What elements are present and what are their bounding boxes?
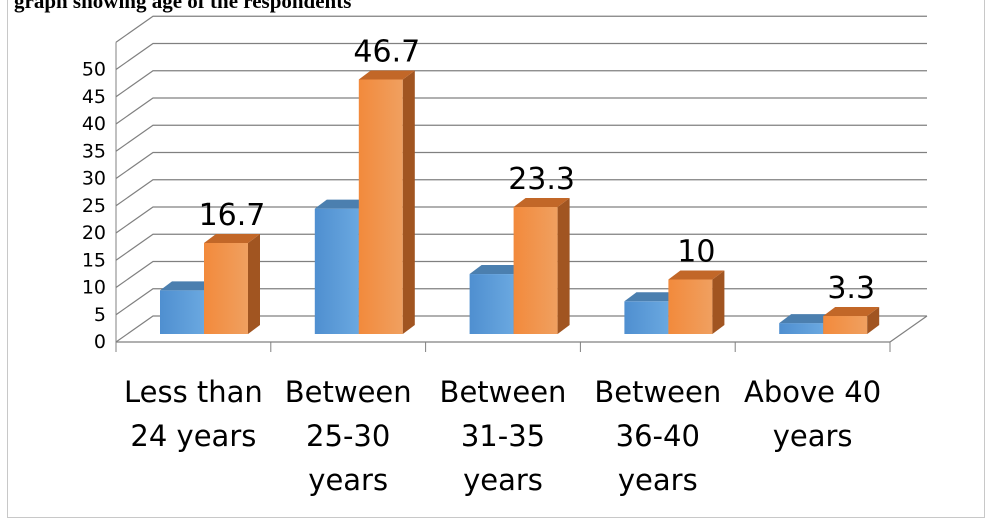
y-tick-label: 25	[82, 195, 106, 217]
figure-caption: graph showing age of the respondents	[14, 0, 352, 13]
x-category-label: 25-30	[306, 419, 390, 453]
bar-series-b	[513, 207, 558, 334]
gridline	[115, 42, 927, 70]
x-category-label: 31-35	[461, 419, 545, 453]
bar-side	[248, 233, 260, 334]
bar-side	[557, 198, 570, 334]
gridline	[115, 124, 927, 152]
bar-top	[314, 199, 371, 209]
bar-series-b	[823, 316, 868, 334]
bar-top	[823, 307, 880, 317]
y-tick-label: 50	[82, 59, 106, 81]
y-tick-label: 40	[82, 113, 106, 135]
x-category-label: years	[618, 463, 698, 497]
bar-top	[779, 314, 836, 324]
gridline	[115, 97, 927, 125]
bar-side	[712, 270, 725, 334]
y-tick-label: 15	[82, 249, 106, 271]
x-category-label: Between	[440, 375, 567, 409]
data-label: 3.3	[827, 271, 875, 306]
bar-series-a	[160, 290, 204, 334]
x-category-label: Between	[594, 375, 721, 409]
bar-series-a	[779, 323, 824, 334]
gridline	[115, 70, 927, 98]
x-category-label: years	[773, 419, 853, 453]
bar-series-a	[624, 301, 669, 334]
bar-top	[204, 233, 260, 243]
bar-series-b	[668, 279, 713, 334]
floor-edge	[889, 315, 928, 343]
bar-series-b	[358, 79, 403, 334]
bar-top	[358, 70, 415, 80]
y-tick-label: 45	[82, 86, 106, 108]
gridline	[115, 15, 927, 43]
bar-top	[513, 198, 570, 208]
y-tick-label: 0	[94, 331, 106, 353]
bar-side	[867, 307, 880, 334]
y-tick-label: 30	[82, 168, 106, 190]
bar-top	[624, 292, 681, 302]
x-category-label: years	[463, 463, 543, 497]
bar-series-a	[469, 274, 514, 334]
data-label: 46.7	[353, 34, 420, 69]
chart-frame	[7, 0, 985, 518]
bar-top	[668, 270, 725, 280]
x-category-label: Between	[285, 375, 412, 409]
y-tick-label: 5	[94, 304, 106, 326]
gridline	[115, 206, 927, 234]
bar-top	[160, 281, 216, 291]
gridline	[115, 260, 927, 288]
data-label: 16.7	[199, 198, 266, 233]
data-label: 23.3	[508, 162, 575, 197]
bar-side	[402, 70, 415, 335]
gridline	[115, 151, 927, 179]
x-category-label: 24 years	[130, 419, 256, 453]
x-category-label: years	[308, 463, 388, 497]
bar-top	[469, 265, 526, 275]
x-category-label: Above 40	[744, 375, 881, 409]
y-tick-label: 10	[82, 277, 106, 299]
gridline	[115, 179, 927, 207]
gridline	[115, 233, 927, 261]
y-tick-label: 35	[82, 140, 106, 162]
x-category-label: 36-40	[616, 419, 700, 453]
bar-series-b	[204, 242, 248, 334]
x-category-label: Less than	[124, 375, 263, 409]
data-label: 10	[677, 235, 715, 270]
y-tick-label: 20	[82, 222, 106, 244]
bar-series-a	[314, 208, 359, 334]
